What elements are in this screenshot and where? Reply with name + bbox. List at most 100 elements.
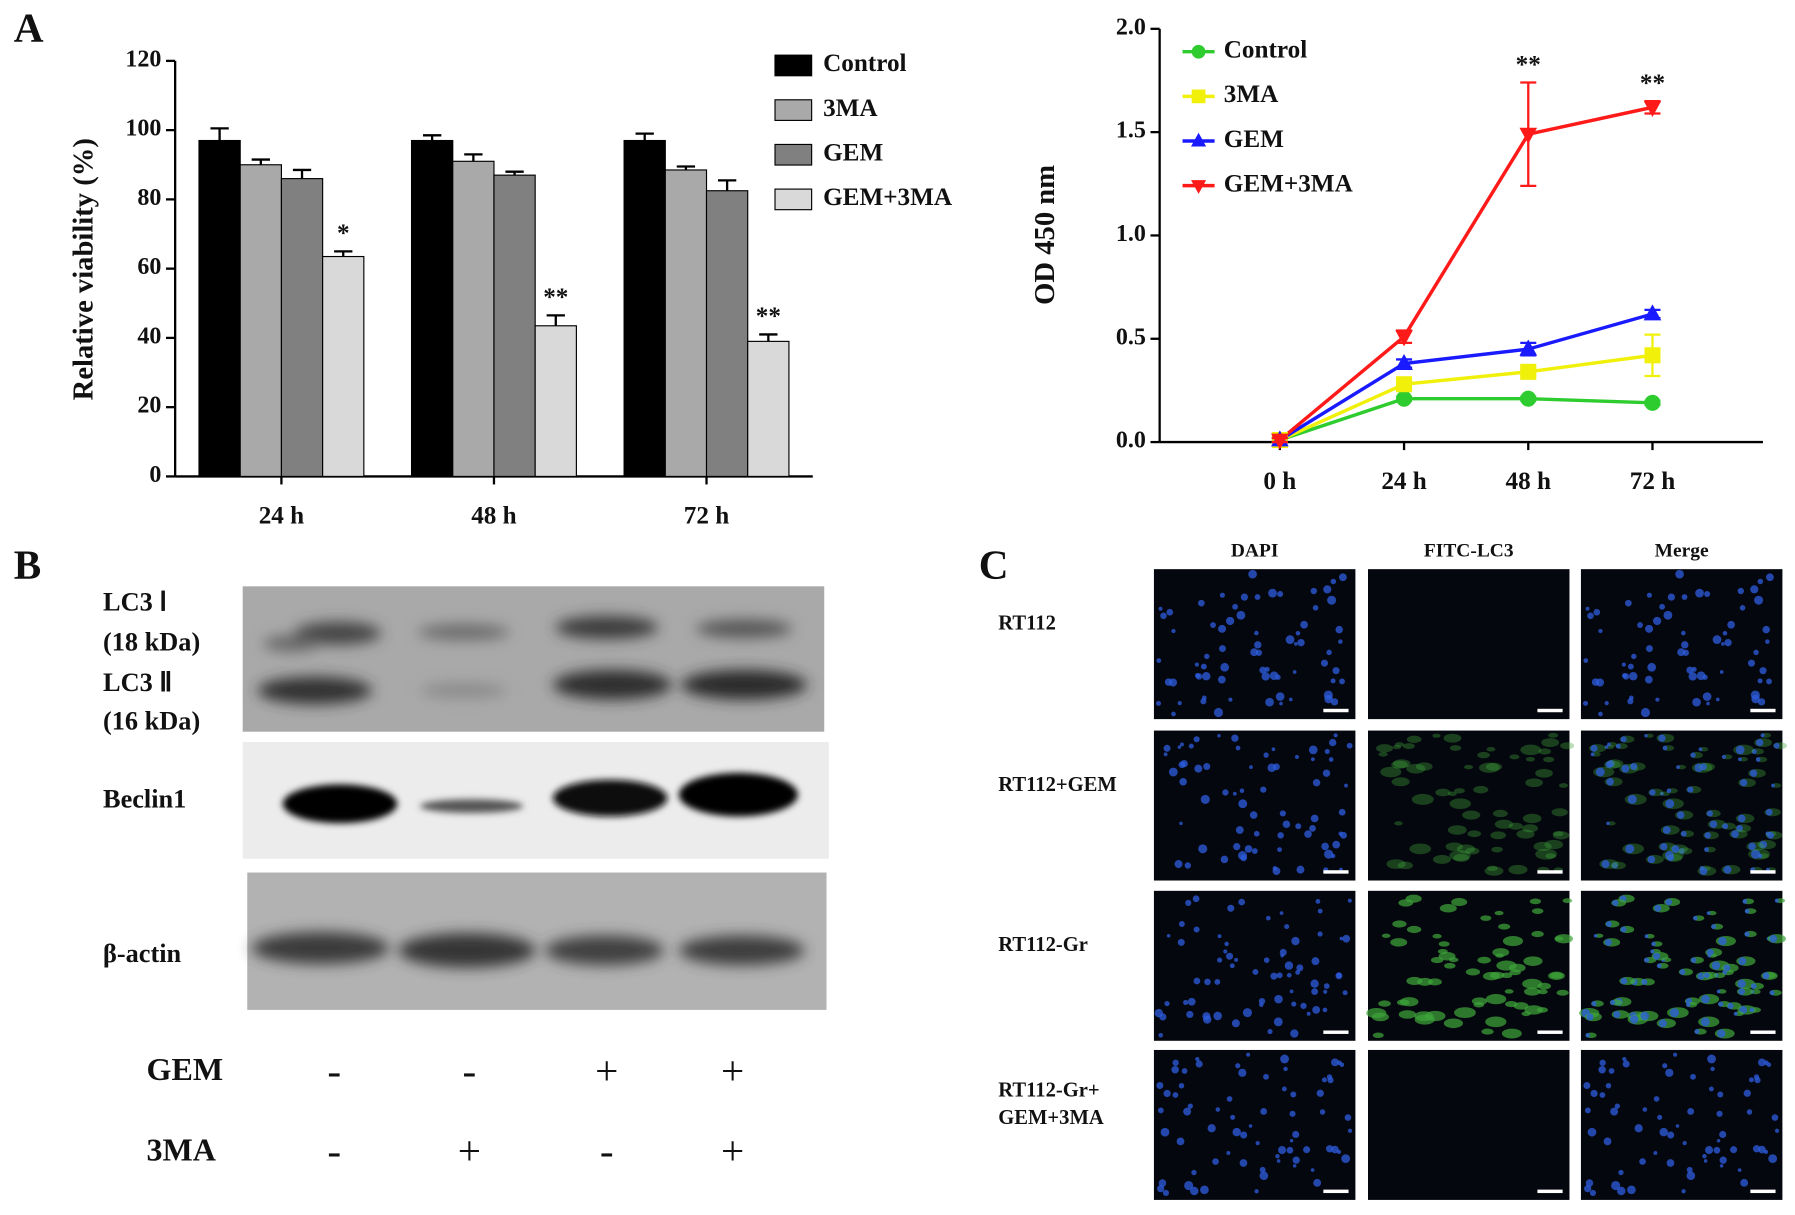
legend-swatch (774, 54, 813, 77)
cell-green (1454, 788, 1465, 794)
cell-green (1449, 798, 1471, 810)
nucleus (1289, 989, 1294, 994)
legend-label: GEM (823, 140, 883, 167)
cell-green (1481, 1028, 1494, 1035)
nucleus (1718, 936, 1727, 946)
nucleus (1692, 697, 1701, 707)
nucleus (1235, 826, 1244, 834)
nucleus (1611, 1180, 1621, 1191)
cell-green (1536, 1007, 1549, 1013)
cell-green (1524, 987, 1541, 996)
cell-green (1432, 854, 1451, 864)
cell-green (1454, 1007, 1476, 1019)
marker (1520, 363, 1537, 380)
nucleus (1275, 692, 1285, 701)
cell-green (1456, 844, 1476, 854)
nucleus (1601, 860, 1610, 869)
x-tick-label: 48 h (471, 502, 516, 529)
nucleus (1330, 578, 1337, 585)
nucleus (1621, 662, 1626, 667)
nucleus (1316, 1089, 1324, 1097)
nucleus (1706, 701, 1710, 706)
nucleus (1342, 934, 1351, 943)
nucleus (1757, 678, 1763, 684)
nucleus (1762, 625, 1770, 634)
nucleus (1625, 844, 1635, 854)
cell-green (1485, 762, 1503, 771)
nucleus (1644, 957, 1650, 963)
nucleus (1637, 622, 1643, 628)
cell-green (1490, 971, 1505, 979)
cell-green (1439, 904, 1457, 913)
micrograph-bg (1153, 890, 1356, 1041)
nucleus (1737, 1168, 1742, 1172)
nucleus (1751, 748, 1757, 755)
nucleus (1159, 1013, 1167, 1021)
micrograph (1153, 890, 1356, 1041)
nucleus (1667, 854, 1675, 862)
nucleus (1333, 733, 1338, 738)
nucleus (1705, 1146, 1714, 1155)
nucleus (1238, 898, 1246, 906)
nucleus (1323, 585, 1332, 594)
nucleus (1233, 843, 1241, 851)
nucleus (1681, 641, 1689, 649)
nucleus (1326, 649, 1332, 656)
error-bar (717, 179, 737, 191)
nucleus (1226, 1096, 1233, 1102)
nucleus (1733, 1011, 1738, 1016)
series-line (1279, 353, 1653, 442)
nucleus (1642, 1107, 1648, 1112)
nucleus (1217, 733, 1221, 738)
nucleus (1686, 1171, 1696, 1181)
treatment-sign: + (721, 1128, 744, 1174)
nucleus (1201, 695, 1207, 701)
legend-label: GEM (1224, 126, 1284, 153)
scale-bar (1537, 870, 1563, 874)
nucleus (1261, 672, 1270, 681)
cell-green (1486, 865, 1498, 872)
series-line (1279, 396, 1653, 442)
error-bar (464, 153, 483, 162)
error-bar (210, 127, 229, 141)
nucleus (1157, 1185, 1165, 1193)
nucleus (1716, 1138, 1721, 1143)
marker (1644, 347, 1661, 364)
cell-green (1406, 976, 1423, 986)
cell-green (1397, 861, 1413, 870)
nucleus (1200, 663, 1207, 670)
micrograph-bg (1580, 730, 1783, 881)
nucleus (1702, 692, 1712, 701)
nucleus (1219, 592, 1225, 598)
cell-green (1538, 748, 1551, 755)
nucleus (1644, 733, 1648, 738)
nucleus (1739, 779, 1748, 787)
nucleus (1686, 1002, 1691, 1007)
nucleus (1263, 752, 1269, 758)
nucleus (1226, 1150, 1231, 1155)
scale-bar (1323, 1030, 1349, 1034)
nucleus (1673, 1052, 1678, 1057)
actin-bands (251, 932, 805, 968)
cell-green (1432, 933, 1442, 939)
bar (534, 325, 577, 477)
cell-green (1381, 933, 1391, 938)
nucleus (1584, 1185, 1592, 1193)
nucleus (1327, 595, 1337, 605)
micrograph-bg (1153, 730, 1356, 881)
nucleus (1332, 840, 1341, 849)
nucleus (1659, 791, 1664, 796)
nucleus (1254, 630, 1259, 636)
nucleus (1598, 628, 1603, 634)
nucleus (1263, 957, 1270, 963)
nucleus (1339, 936, 1344, 941)
cell-green (1447, 825, 1467, 835)
nucleus (1187, 997, 1196, 1006)
nucleus (1259, 1002, 1264, 1007)
nucleus (1282, 820, 1291, 829)
nucleus (1248, 1124, 1253, 1128)
cell-green (1522, 824, 1539, 833)
nucleus (1156, 1081, 1164, 1089)
treatment-label: 3MA (147, 1131, 216, 1167)
nucleus (1590, 1089, 1598, 1098)
